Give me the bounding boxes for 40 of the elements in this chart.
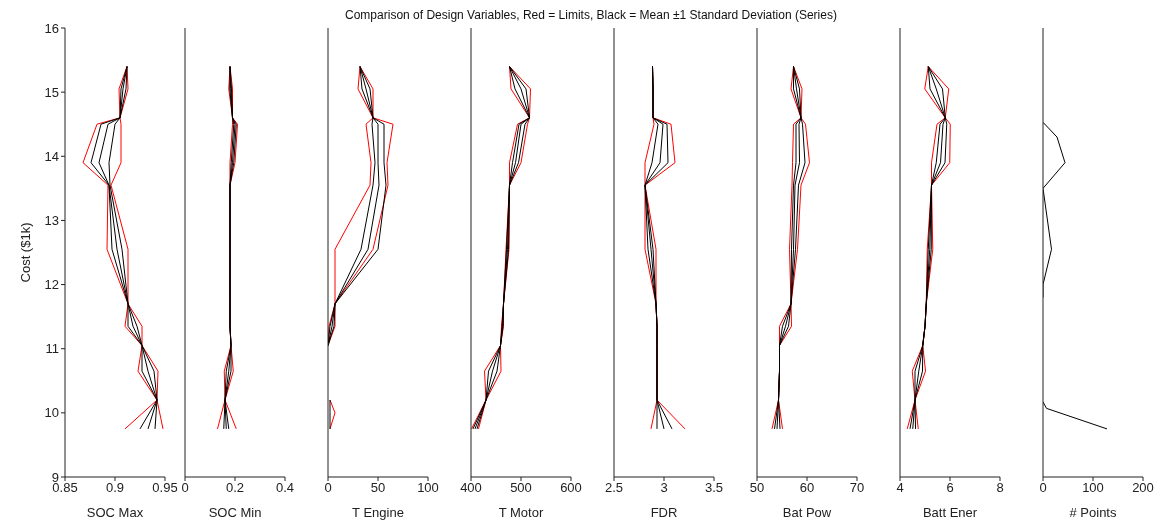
x-tick-label: 6 — [946, 480, 954, 496]
x-axis-title: Bat Pow — [782, 505, 832, 520]
y-axis-title: Cost ($1k) — [17, 222, 33, 283]
x-tick-label: 500 — [510, 480, 532, 496]
y-tick-label: 10 — [44, 405, 59, 421]
x-tick-label: 50 — [749, 480, 765, 496]
y-tick-label: 11 — [45, 341, 59, 357]
y-tick-label: 12 — [44, 277, 59, 293]
x-tick-label: 200 — [1132, 480, 1154, 496]
x-tick-label: 0.9 — [105, 480, 125, 496]
x-tick-label: 0 — [324, 480, 332, 496]
chart-title: Comparison of Design Variables, Red = Limits, Black = Mean ±1 Standard Deviation (Series) — [344, 8, 838, 22]
y-tick-label: 13 — [44, 213, 59, 229]
x-tick-label: 600 — [560, 480, 582, 496]
x-axis-title: # Points — [1069, 505, 1117, 520]
x-tick-label: 4 — [896, 480, 904, 496]
x-axis-title: SOC Max — [86, 505, 144, 520]
y-tick-label: 14 — [44, 148, 59, 164]
x-tick-label: 50 — [370, 480, 386, 496]
x-tick-label: 100 — [417, 480, 439, 496]
x-axis-title: FDR — [650, 505, 678, 520]
x-tick-label: 400 — [460, 480, 482, 496]
x-tick-label: 2.5 — [604, 480, 624, 496]
x-tick-label: 100 — [1082, 480, 1104, 496]
x-tick-label: 0.4 — [275, 480, 295, 496]
y-tick-label: 15 — [44, 84, 59, 100]
x-tick-label: 3 — [660, 480, 668, 496]
x-axis-title: T Engine — [352, 505, 404, 520]
x-tick-label: 0.95 — [152, 480, 178, 496]
x-tick-label: 70 — [849, 480, 865, 496]
x-axis-title: T Motor — [498, 505, 544, 520]
x-tick-label: 0.2 — [225, 480, 245, 496]
x-tick-label: 60 — [799, 480, 815, 496]
x-axis-title: SOC Min — [208, 505, 262, 520]
y-tick-label: 16 — [44, 20, 59, 36]
x-tick-label: 0 — [181, 480, 189, 496]
x-tick-label: 0 — [1039, 480, 1047, 496]
x-tick-label: 8 — [996, 480, 1004, 496]
x-axis-title: Batt Ener — [922, 505, 978, 520]
x-tick-label: 3.5 — [704, 480, 724, 496]
